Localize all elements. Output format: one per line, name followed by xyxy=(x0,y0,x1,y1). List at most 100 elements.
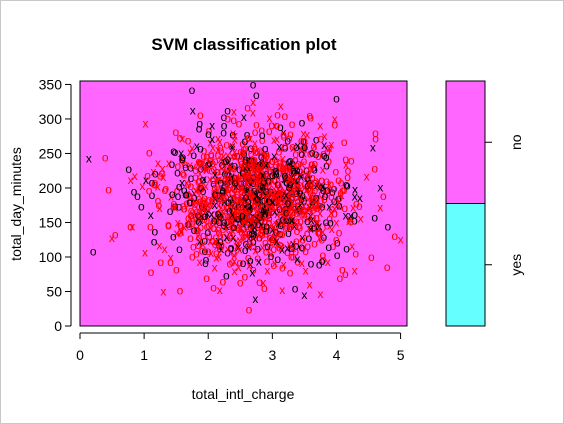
data-point-x: x xyxy=(148,208,154,222)
data-point-o: o xyxy=(224,152,231,166)
data-point-o: o xyxy=(277,218,284,232)
data-point-o: o xyxy=(314,221,321,235)
data-point-o: o xyxy=(313,192,320,206)
data-point-o: o xyxy=(336,225,343,239)
data-point-o: o xyxy=(200,172,207,186)
data-point-x: x xyxy=(264,165,270,179)
data-point-o: o xyxy=(353,196,360,210)
data-point-o: o xyxy=(272,224,279,238)
data-point-o: o xyxy=(176,180,183,194)
data-point-o: o xyxy=(251,142,258,156)
data-point-x: x xyxy=(230,142,236,156)
data-point-o: o xyxy=(268,118,275,132)
data-point-o: o xyxy=(336,190,343,204)
data-point-x: x xyxy=(241,213,247,227)
data-point-x: x xyxy=(263,158,269,172)
data-point-x: x xyxy=(303,138,309,152)
data-point-o: o xyxy=(250,228,257,242)
data-point-o: o xyxy=(251,154,258,168)
data-point-o: o xyxy=(287,154,294,168)
data-point-x: x xyxy=(250,143,256,157)
data-point-o: o xyxy=(241,207,248,221)
data-point-x: x xyxy=(398,233,404,247)
data-point-o: o xyxy=(229,210,236,224)
data-point-o: o xyxy=(292,183,299,197)
data-point-x: x xyxy=(307,278,313,292)
data-point-o: o xyxy=(318,173,325,187)
data-point-o: o xyxy=(243,166,250,180)
data-point-o: o xyxy=(253,194,260,208)
data-point-o: o xyxy=(308,157,315,171)
data-point-o: o xyxy=(279,212,286,226)
data-point-x: x xyxy=(254,161,260,175)
data-point-o: o xyxy=(208,148,215,162)
data-point-o: o xyxy=(255,161,262,175)
y-axis: 0 50 100 150 200 250 300 350 xyxy=(39,76,72,334)
data-point-o: o xyxy=(372,126,379,140)
data-point-o: o xyxy=(284,172,291,186)
data-point-o: o xyxy=(243,190,250,204)
data-point-x: x xyxy=(346,211,352,225)
data-point-o: o xyxy=(185,134,192,148)
data-point-o: o xyxy=(269,153,276,167)
data-point-o: o xyxy=(327,177,334,191)
data-point-o: o xyxy=(191,190,198,204)
data-point-o: o xyxy=(250,157,257,171)
data-point-x: x xyxy=(242,161,248,175)
data-point-o: o xyxy=(233,208,240,222)
data-point-o: o xyxy=(276,202,283,216)
data-point-x: x xyxy=(229,169,235,183)
data-point-o: o xyxy=(230,113,237,127)
data-point-o: o xyxy=(293,234,300,248)
data-point-o: o xyxy=(234,190,241,204)
data-point-o: o xyxy=(309,157,316,171)
data-point-o: o xyxy=(245,154,252,168)
data-point-o: o xyxy=(212,187,219,201)
data-point-o: o xyxy=(240,175,247,189)
data-point-o: o xyxy=(222,171,229,185)
data-point-o: o xyxy=(294,179,301,193)
data-point-o: o xyxy=(220,230,227,244)
data-point-o: o xyxy=(245,203,252,217)
data-point-o: o xyxy=(157,255,164,269)
data-point-x: x xyxy=(227,158,233,172)
data-point-o: o xyxy=(213,246,220,260)
data-point-o: o xyxy=(242,169,249,183)
y-tick-label: 250 xyxy=(39,145,63,161)
data-point-o: o xyxy=(283,191,290,205)
data-point-o: o xyxy=(271,228,278,242)
data-point-o: o xyxy=(244,101,251,115)
data-point-x: x xyxy=(256,254,262,268)
legend-label-yes: yes xyxy=(508,254,524,276)
data-point-o: o xyxy=(278,171,285,185)
data-point-x: x xyxy=(132,169,138,183)
data-point-o: o xyxy=(352,246,359,260)
data-point-o: o xyxy=(238,184,245,198)
data-point-o: o xyxy=(323,159,330,173)
data-point-x: x xyxy=(178,146,184,160)
data-point-o: o xyxy=(351,208,358,222)
data-point-o: o xyxy=(224,176,231,190)
data-point-x: x xyxy=(265,156,271,170)
data-point-o: o xyxy=(330,181,337,195)
data-point-o: o xyxy=(151,177,158,191)
data-point-o: o xyxy=(218,192,225,206)
data-point-x: x xyxy=(323,184,329,198)
data-point-x: x xyxy=(193,183,199,197)
data-point-x: x xyxy=(284,241,290,255)
data-point-o: o xyxy=(190,239,197,253)
data-point-x: x xyxy=(193,183,199,197)
data-point-o: o xyxy=(206,123,213,137)
data-point-x: x xyxy=(278,99,284,113)
data-point-o: o xyxy=(221,154,228,168)
data-point-o: o xyxy=(239,191,246,205)
data-point-o: o xyxy=(271,218,278,232)
data-point-o: o xyxy=(282,202,289,216)
data-point-x: x xyxy=(317,206,323,220)
data-point-x: x xyxy=(239,149,245,163)
data-point-o: o xyxy=(257,160,264,174)
data-point-o: o xyxy=(239,180,246,194)
data-point-x: x xyxy=(230,126,236,140)
data-point-o: o xyxy=(234,148,241,162)
data-point-o: o xyxy=(263,219,270,233)
